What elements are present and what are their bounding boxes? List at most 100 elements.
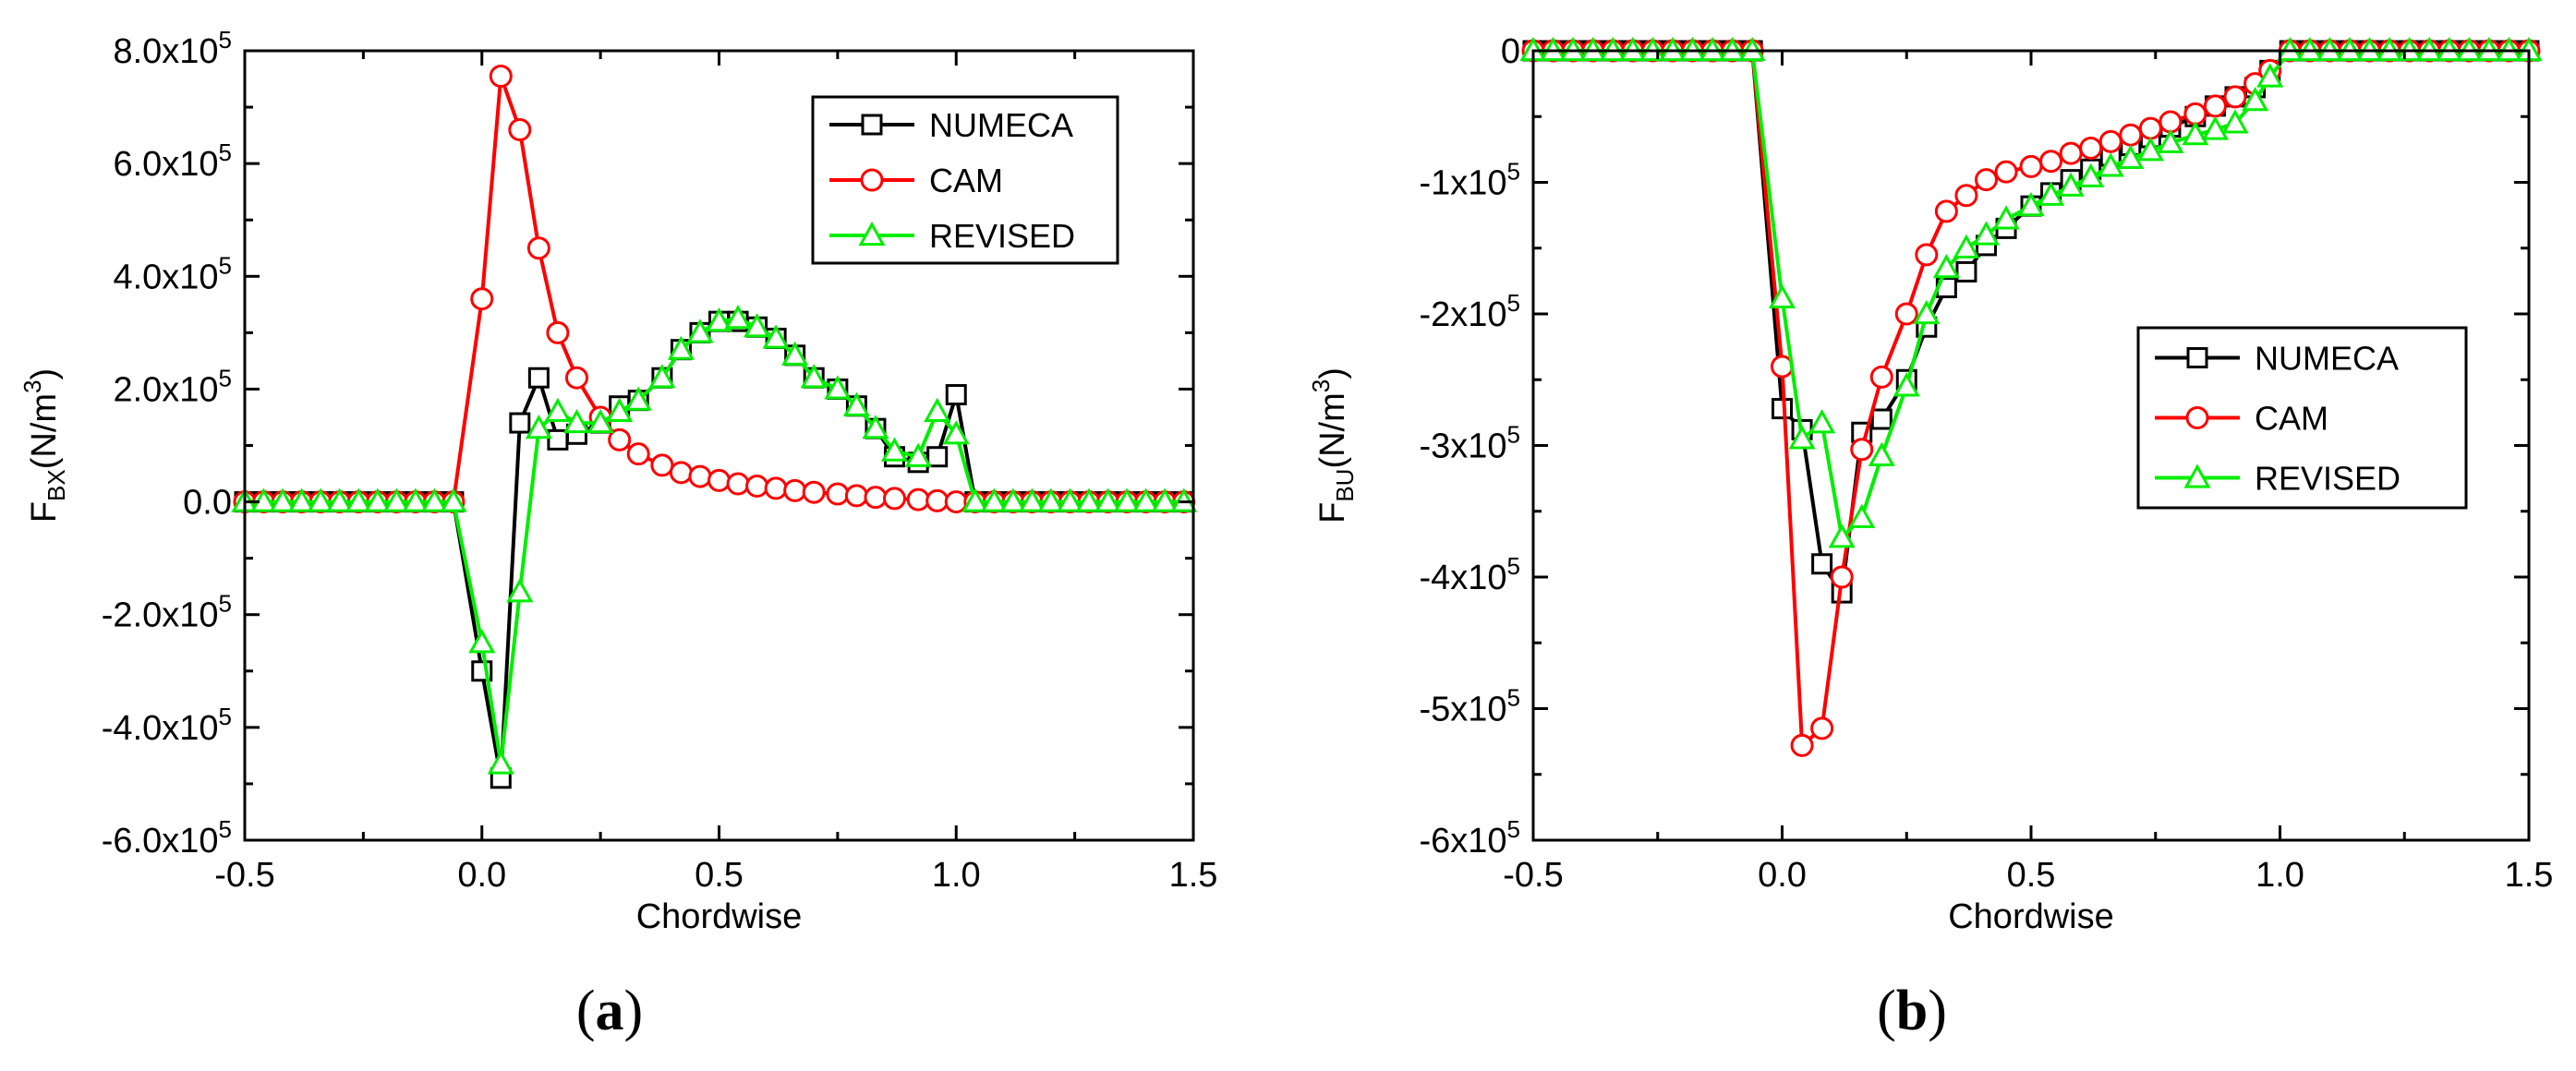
data-point [2059, 141, 2083, 165]
data-point [269, 487, 296, 512]
data-point [470, 287, 494, 311]
y-tick-mantissa: -1x10 [1419, 164, 1506, 203]
data-point [2039, 150, 2063, 174]
y-tick-label: 6.0x105 [113, 138, 232, 184]
x-tick-label: 1.0 [932, 856, 981, 895]
data-point [1790, 733, 1814, 757]
data-point [2117, 144, 2145, 169]
data-point [844, 484, 868, 508]
series-numeca [234, 310, 1195, 789]
y-tick-mantissa: -3x10 [1419, 427, 1506, 466]
series-numeca [1522, 40, 2540, 604]
data-point [1848, 503, 1876, 528]
data-point [2019, 154, 2043, 178]
y-tick-label: -6.0x105 [102, 815, 232, 860]
panel-label-close: ) [624, 980, 644, 1042]
y-tick-label: 0 [1501, 32, 1520, 71]
x-tick-label: -0.5 [1503, 856, 1563, 895]
panel-label-open: ( [576, 980, 596, 1042]
data-point [509, 412, 531, 434]
data-point [547, 428, 569, 451]
data-point [744, 313, 771, 338]
y-axis-label-close: ) [25, 368, 64, 380]
y-tick-label: 0.0 [183, 484, 232, 523]
data-point [506, 578, 534, 603]
data-point [2077, 162, 2105, 187]
data-point [2097, 152, 2124, 177]
y-axis-label-unit: (N/m [1313, 392, 1352, 468]
y-tick-mantissa: -6x10 [1419, 822, 1506, 860]
data-point [468, 629, 496, 654]
data-point [1992, 205, 2020, 230]
data-point [1810, 716, 1834, 740]
data-point [2242, 87, 2269, 112]
y-axis-label-sub: BU [1331, 469, 1359, 502]
y-tick-mantissa: 4.0x10 [113, 258, 218, 296]
data-point [1868, 441, 1895, 466]
y-tick-mantissa: -4x10 [1419, 559, 1506, 597]
data-point [764, 476, 788, 500]
panel-label-open: ( [1877, 980, 1896, 1042]
data-point [961, 487, 989, 512]
x-axis-label: Chordwise [636, 897, 803, 936]
panel-label-close: ) [1928, 980, 1947, 1042]
data-point [382, 487, 410, 512]
y-tick-mantissa: -2x10 [1419, 295, 1506, 334]
data-point [544, 397, 572, 422]
legend-label: CAM [2255, 400, 2328, 438]
data-point [2136, 137, 2164, 162]
data-point [606, 397, 634, 422]
series-line-numeca [245, 319, 1184, 780]
data-point [1974, 168, 1998, 192]
data-point [420, 487, 448, 512]
data-point [944, 490, 968, 514]
legend-label: NUMECA [2255, 340, 2399, 378]
series-line-revised [245, 317, 1184, 766]
data-point [904, 442, 932, 467]
data-point [882, 487, 906, 511]
data-point [1828, 523, 1856, 548]
data-point [2138, 116, 2162, 140]
data-point [1972, 221, 2001, 246]
data-point [587, 408, 614, 434]
data-point [2221, 109, 2249, 134]
data-point [1056, 487, 1084, 512]
data-point [526, 236, 550, 260]
data-point [1915, 243, 1939, 267]
data-point [2098, 129, 2122, 153]
data-point [2203, 94, 2227, 118]
y-tick-label: 4.0x105 [113, 251, 232, 296]
data-point [945, 384, 967, 406]
data-point [525, 415, 552, 439]
data-point [1811, 553, 1833, 575]
data-point [980, 487, 1008, 512]
y-tick-exponent: 5 [219, 138, 232, 166]
y-tick-label: 2.0x105 [113, 364, 232, 409]
data-point [608, 427, 632, 451]
data-point [527, 367, 550, 389]
y-tick-label: -6x105 [1419, 815, 1520, 860]
legend-marker [860, 168, 884, 192]
data-point [999, 487, 1027, 512]
data-point [826, 482, 850, 506]
series-revised [231, 305, 1198, 775]
y-tick-mantissa: 0 [1501, 32, 1520, 71]
data-point [1894, 302, 1918, 326]
y-tick-mantissa: 0.0 [183, 484, 232, 523]
data-point [1869, 365, 1893, 389]
data-point [842, 391, 870, 416]
data-point [707, 468, 731, 492]
data-point [487, 750, 514, 775]
legend: NUMECA CAM REVISED [2136, 326, 2468, 510]
legend-label: NUMECA [929, 106, 1073, 144]
panel-a: -0.5 0.0 0.5 1.0 1.5-6.0x105-4.0x105-2.0x105… [18, 26, 1217, 1042]
y-axis-label-main: F [25, 501, 64, 523]
data-point [705, 307, 733, 332]
data-point [1132, 487, 1160, 512]
x-axis-label: Chordwise [1948, 897, 2114, 936]
legend: NUMECA CAM REVISED [811, 95, 1119, 265]
data-point [2119, 123, 2143, 147]
data-point [345, 487, 372, 512]
y-tick-exponent: 5 [219, 590, 232, 618]
data-point [288, 487, 316, 512]
